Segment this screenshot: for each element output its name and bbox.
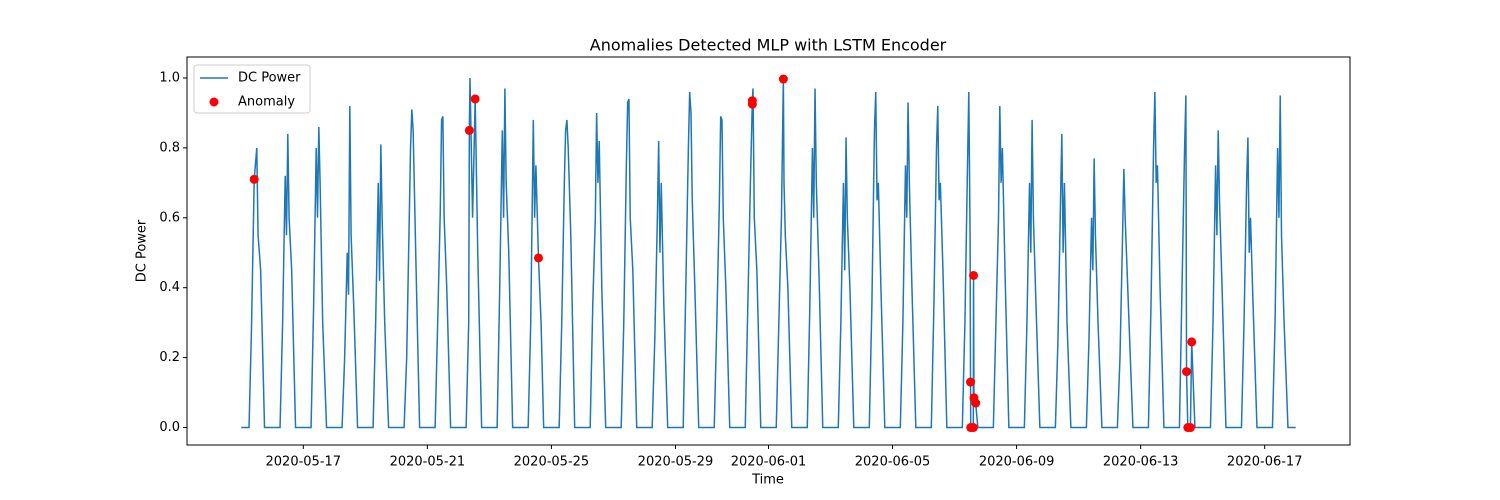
anomaly-point: [1185, 423, 1195, 433]
chart-title: Anomalies Detected MLP with LSTM Encoder: [590, 36, 947, 55]
x-tick-label: 2020-06-17: [1227, 455, 1303, 470]
anomaly-point: [1187, 337, 1197, 347]
x-tick-label: 2020-05-21: [390, 455, 466, 470]
anomaly-point: [971, 398, 981, 408]
anomaly-point: [968, 423, 978, 433]
legend-box: [193, 64, 311, 114]
data-line: [241, 77, 1296, 429]
anomaly-point: [747, 99, 757, 109]
x-tick-label: 2020-06-01: [731, 455, 807, 470]
y-axis-label: DC Power: [135, 219, 150, 282]
y-tick-label: 0.4: [159, 280, 180, 295]
y-tick-label: 0.8: [159, 140, 180, 155]
anomaly-point: [778, 74, 788, 84]
anomaly-point: [464, 125, 474, 135]
legend-label: Anomaly: [238, 95, 295, 110]
x-tick-label: 2020-06-13: [1103, 455, 1179, 470]
x-tick-label: 2020-05-25: [514, 455, 590, 470]
y-tick-label: 0.0: [159, 420, 180, 435]
y-tick-label: 0.2: [159, 350, 180, 365]
legend-marker: [209, 97, 219, 107]
x-tick-label: 2020-05-17: [266, 455, 342, 470]
anomaly-point: [1182, 367, 1192, 377]
x-tick-label: 2020-06-05: [855, 455, 931, 470]
legend-label: DC Power: [238, 71, 301, 86]
x-tick-label: 2020-05-29: [638, 455, 714, 470]
y-tick-label: 1.0: [159, 70, 180, 85]
anomaly-point: [533, 253, 543, 263]
anomaly-point: [966, 377, 976, 387]
x-tick-label: 2020-06-09: [979, 455, 1055, 470]
x-axis-label: Time: [751, 473, 784, 488]
anomaly-point: [969, 270, 979, 280]
anomaly-point: [249, 174, 259, 184]
y-tick-label: 0.6: [159, 210, 180, 225]
anomaly-point: [470, 94, 480, 104]
plot-frame: [186, 56, 1351, 446]
